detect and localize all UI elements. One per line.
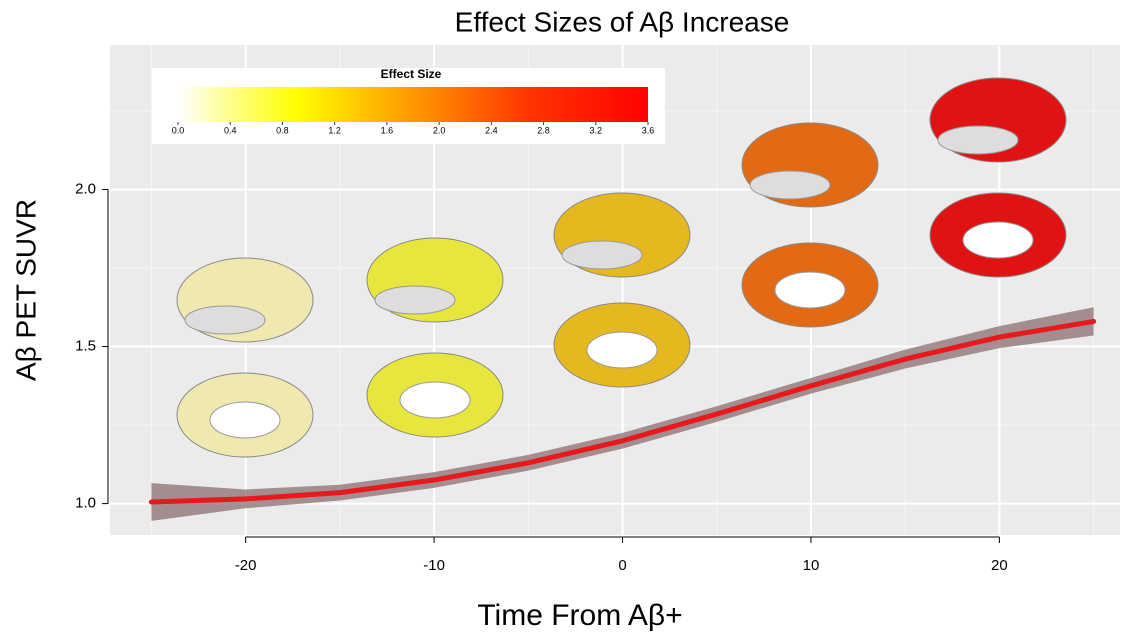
x-tick-label: -20 [235, 557, 257, 574]
brain-medial [366, 352, 504, 438]
brain-medial [741, 242, 879, 328]
chart-title: Effect Sizes of Aβ Increase [455, 6, 790, 37]
x-axis-label: Time From Aβ+ [477, 599, 682, 632]
colorbar-tick-label: 3.2 [590, 125, 603, 135]
colorbar-tick-label: 3.6 [642, 125, 655, 135]
y-tick-label: 1.5 [75, 338, 96, 355]
colorbar-tick-label: 2.0 [433, 125, 446, 135]
colorbar-tick-label: 2.8 [537, 125, 550, 135]
brain-medial [929, 192, 1067, 278]
colorbar-title: Effect Size [381, 67, 442, 81]
colorbar-tick-label: 0.8 [276, 125, 289, 135]
brain-lateral [366, 237, 504, 323]
y-tick-label: 1.0 [75, 495, 96, 512]
brain-medial [176, 372, 314, 458]
x-tick-label: -10 [423, 557, 445, 574]
colorbar [178, 87, 648, 122]
brain-medial [553, 302, 691, 388]
x-tick-label: 0 [618, 557, 626, 574]
colorbar-tick-label: 0.0 [172, 125, 185, 135]
colorbar-tick-label: 1.6 [381, 125, 394, 135]
brain-lateral [176, 257, 314, 343]
brain-lateral [553, 192, 691, 278]
x-tick-label: 20 [991, 557, 1008, 574]
trend-line [148, 318, 1097, 505]
y-tick-label: 2.0 [75, 180, 96, 197]
brain-images [176, 77, 1067, 458]
brain-lateral [929, 77, 1067, 163]
colorbar-tick-label: 2.4 [485, 125, 498, 135]
colorbar-tick-label: 0.4 [224, 125, 237, 135]
x-tick-label: 10 [803, 557, 820, 574]
y-axis-label: Aβ PET SUVR [10, 199, 41, 381]
colorbar-tick-label: 1.2 [328, 125, 341, 135]
brain-lateral [741, 122, 879, 208]
